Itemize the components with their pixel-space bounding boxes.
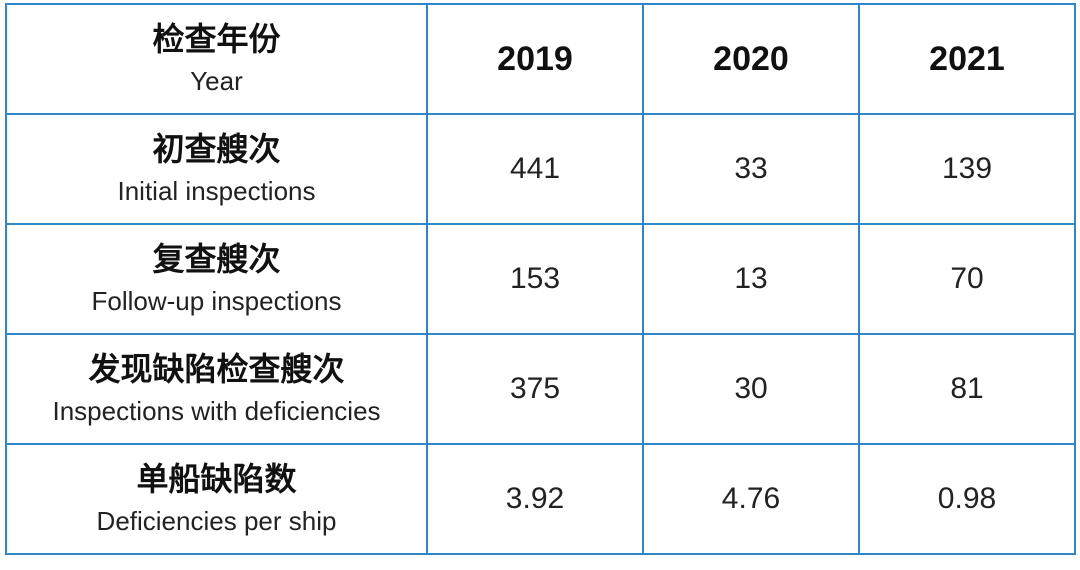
year-header-2019: 2019 xyxy=(426,3,644,115)
value-cell: 70 xyxy=(858,223,1076,335)
value-cell: 375 xyxy=(426,333,644,445)
row-label-en: Inspections with deficiencies xyxy=(52,396,381,426)
year-header-2020: 2020 xyxy=(642,3,860,115)
header-label-en: Year xyxy=(190,66,243,96)
value-cell: 33 xyxy=(642,113,860,225)
value-cell: 139 xyxy=(858,113,1076,225)
row-label-en: Initial inspections xyxy=(117,176,316,206)
table-row-inspections-with-deficiencies: 发现缺陷检查艘次 Inspections with deficiencies 3… xyxy=(5,333,1076,445)
header-label-zh: 检查年份 xyxy=(152,20,281,58)
row-label-cell: 复查艘次 Follow-up inspections xyxy=(5,223,428,335)
value-cell: 441 xyxy=(426,113,644,225)
row-label-zh: 单船缺陷数 xyxy=(136,460,297,498)
table-row-deficiencies-per-ship: 单船缺陷数 Deficiencies per ship 3.92 4.76 0.… xyxy=(5,443,1076,555)
row-label-cell: 初查艘次 Initial inspections xyxy=(5,113,428,225)
inspection-stats-table: 检查年份 Year 2019 2020 2021 初查艘次 Initial in… xyxy=(5,3,1076,555)
row-label-cell: 发现缺陷检查艘次 Inspections with deficiencies xyxy=(5,333,428,445)
header-label-cell: 检查年份 Year xyxy=(5,3,428,115)
year-header-2021: 2021 xyxy=(858,3,1076,115)
table-row-initial-inspections: 初查艘次 Initial inspections 441 33 139 xyxy=(5,113,1076,225)
row-label-cell: 单船缺陷数 Deficiencies per ship xyxy=(5,443,428,555)
value-cell: 13 xyxy=(642,223,860,335)
value-cell: 3.92 xyxy=(426,443,644,555)
value-cell: 81 xyxy=(858,333,1076,445)
row-label-en: Deficiencies per ship xyxy=(96,506,337,536)
row-label-zh: 发现缺陷检查艘次 xyxy=(88,350,345,388)
table-row-follow-up-inspections: 复查艘次 Follow-up inspections 153 13 70 xyxy=(5,223,1076,335)
value-cell: 153 xyxy=(426,223,644,335)
value-cell: 0.98 xyxy=(858,443,1076,555)
table-header-row: 检查年份 Year 2019 2020 2021 xyxy=(5,3,1076,115)
row-label-zh: 复查艘次 xyxy=(152,240,281,278)
row-label-zh: 初查艘次 xyxy=(152,130,281,168)
value-cell: 30 xyxy=(642,333,860,445)
value-cell: 4.76 xyxy=(642,443,860,555)
row-label-en: Follow-up inspections xyxy=(91,286,342,316)
